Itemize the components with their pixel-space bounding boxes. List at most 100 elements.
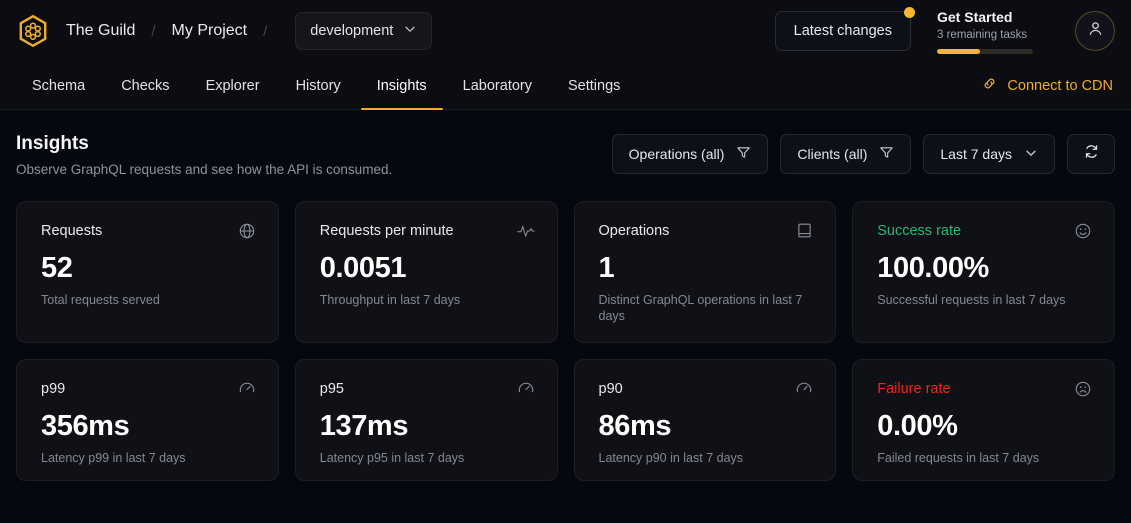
tab-schema[interactable]: Schema — [32, 77, 86, 94]
chevron-down-icon — [1024, 146, 1038, 163]
metric-card-label: p99 — [41, 381, 66, 397]
page-header: Insights Observe GraphQL requests and se… — [16, 132, 1115, 179]
metric-card-header: Requests per minute — [320, 222, 535, 240]
metric-card-header: Requests — [41, 222, 256, 240]
filter-clients-label: Clients (all) — [797, 146, 868, 162]
book-icon — [796, 222, 813, 239]
metric-card: Success rate 100.00% Successful requests i… — [852, 201, 1115, 343]
tab-settings[interactable]: Settings — [568, 77, 621, 94]
date-range-label: Last 7 days — [940, 146, 1012, 162]
guild-hexagon-logo-icon[interactable] — [16, 14, 50, 48]
filter-operations-label: Operations (all) — [628, 146, 725, 162]
metric-card: Operations 1 Distinct GraphQL operations i… — [573, 201, 837, 343]
metric-card-value: 0.00% — [877, 410, 958, 442]
get-started-progress-fill — [937, 49, 981, 54]
nav-bar: Schema Checks Explorer History Insights Labor… — [0, 62, 1131, 110]
metric-card-value: 0.0051 — [319, 252, 407, 284]
metric-card-label: Requests — [41, 223, 103, 239]
smile-icon — [1074, 222, 1092, 240]
filter-toolbar: Operations (all) Clients (all) — [611, 132, 1115, 174]
metric-card-description: Distinct GraphQL operations in last 7 da… — [598, 293, 803, 323]
tab-insights[interactable]: Insights — [360, 62, 443, 110]
latest-changes-button[interactable]: Latest changes — [774, 11, 911, 51]
date-range-select[interactable]: Last 7 days — [923, 134, 1055, 174]
breadcrumb: The Guild / My Project / — [64, 22, 281, 40]
metric-card: p99 356ms Latency p99 in last 7 days — [16, 359, 279, 481]
filter-clients-button[interactable]: Clients (all) — [780, 134, 912, 174]
nav-tabs: Schema Checks Explorer History Insights Labor… — [16, 62, 640, 110]
page-header-text: Insights Observe GraphQL requests and se… — [16, 132, 392, 179]
connect-to-cdn-label: Connect to CDN — [1007, 77, 1113, 94]
metric-card: p95 137ms Latency p95 in last 7 days — [294, 359, 558, 481]
user-icon — [1086, 19, 1105, 43]
globe-icon — [238, 222, 256, 240]
tab-history[interactable]: History — [295, 77, 341, 94]
metric-card-value: 86ms — [598, 410, 672, 442]
top-bar: The Guild / My Project / development Lat… — [0, 0, 1131, 62]
metric-card-description: Latency p95 in last 7 days — [319, 451, 465, 465]
get-started-subtitle: 3 remaining tasks — [937, 29, 1028, 41]
tab-explorer[interactable]: Explorer — [205, 77, 260, 94]
metric-card-value: 52 — [41, 252, 73, 284]
avatar[interactable] — [1075, 11, 1115, 51]
metric-card: Failure rate 0.00% Failed requests in last… — [852, 359, 1115, 481]
breadcrumb-project[interactable]: My Project — [171, 22, 248, 39]
metric-card-header: p95 — [320, 380, 535, 398]
metric-card-label: Failure rate — [877, 381, 951, 397]
filter-funnel-icon — [736, 145, 751, 163]
metric-card-value: 356ms — [41, 410, 130, 442]
gauge-icon — [517, 380, 535, 398]
metric-card: Requests 52 Total requests served — [16, 201, 279, 343]
tab-checks[interactable]: Checks — [121, 77, 170, 94]
metric-card: p90 86ms Latency p90 in last 7 days — [573, 359, 837, 481]
link-icon — [981, 75, 998, 96]
metric-card-label: Operations — [598, 223, 670, 239]
page-subtitle: Observe GraphQL requests and see how the… — [16, 162, 393, 177]
latest-changes-wrapper: Latest changes — [774, 7, 915, 51]
metric-card-description: Successful requests in last 7 days — [877, 293, 1066, 307]
metric-card-grid: Requests 52 Total requests served Requests … — [16, 201, 1115, 481]
chevron-down-icon — [403, 22, 417, 40]
metric-card-header: Success rate — [877, 222, 1092, 240]
metric-card-description: Latency p99 in last 7 days — [41, 451, 186, 465]
breadcrumb-org[interactable]: The Guild — [66, 22, 136, 39]
activity-pulse-icon — [516, 222, 535, 240]
get-started-progress-track — [937, 49, 1033, 54]
gauge-icon — [795, 380, 813, 398]
get-started-widget[interactable]: Get Started 3 remaining tasks — [937, 8, 1057, 54]
filter-operations-button[interactable]: Operations (all) — [611, 134, 769, 174]
refresh-button[interactable] — [1067, 134, 1115, 174]
metric-card-value: 137ms — [319, 410, 409, 442]
metric-card-description: Throughput in last 7 days — [319, 293, 461, 307]
metric-card-value: 100.00% — [877, 252, 989, 284]
gauge-icon — [238, 380, 256, 398]
tab-laboratory[interactable]: Laboratory — [462, 77, 532, 94]
refresh-icon — [1083, 143, 1100, 165]
page-title: Insights — [16, 133, 89, 154]
metric-card-description: Total requests served — [41, 293, 160, 307]
metric-card-header: p90 — [599, 380, 814, 398]
breadcrumb-separator: / — [151, 22, 156, 40]
environment-select[interactable]: development — [295, 12, 433, 50]
metric-card-header: p99 — [41, 380, 256, 398]
metric-card-label: Success rate — [877, 223, 962, 239]
breadcrumb-separator: / — [263, 22, 268, 40]
metric-card-description: Failed requests in last 7 days — [877, 451, 1040, 465]
get-started-title: Get Started — [937, 9, 1013, 25]
connect-to-cdn-link[interactable]: Connect to CDN — [981, 62, 1115, 109]
metric-card-header: Failure rate — [877, 380, 1092, 398]
metric-card-label: p95 — [319, 381, 344, 397]
frown-icon — [1074, 380, 1092, 398]
metric-card: Requests per minute 0.0051 Throughput in l… — [294, 201, 558, 343]
nav-spacer — [640, 62, 981, 109]
metric-card-label: Requests per minute — [319, 223, 454, 239]
metric-card-label: p90 — [598, 381, 623, 397]
notification-dot-icon — [904, 7, 915, 18]
filter-funnel-icon — [879, 145, 894, 163]
metric-card-value: 1 — [598, 252, 615, 284]
metric-card-description: Latency p90 in last 7 days — [598, 451, 744, 465]
environment-select-label: development — [310, 23, 394, 39]
main-content: Insights Observe GraphQL requests and se… — [0, 110, 1131, 523]
metric-card-header: Operations — [599, 222, 814, 240]
